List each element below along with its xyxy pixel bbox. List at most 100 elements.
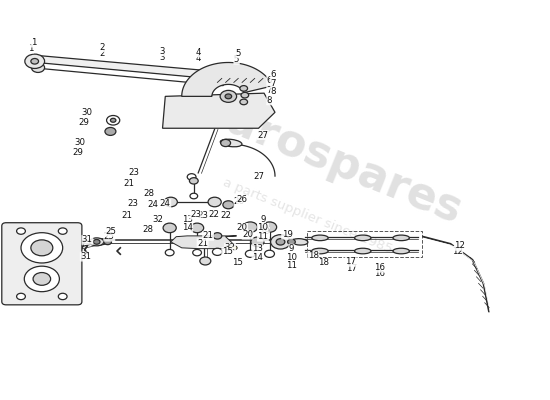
Text: 3: 3: [160, 53, 166, 62]
Text: 30: 30: [82, 108, 93, 117]
Text: 15: 15: [232, 258, 243, 268]
Text: 2: 2: [100, 49, 105, 58]
Circle shape: [24, 266, 59, 292]
Text: 22: 22: [220, 211, 231, 220]
Text: 23: 23: [129, 168, 140, 176]
Text: 19: 19: [282, 230, 293, 239]
Circle shape: [104, 239, 112, 245]
Ellipse shape: [393, 248, 409, 254]
Text: 27: 27: [257, 130, 268, 140]
Text: 32: 32: [224, 243, 235, 252]
Circle shape: [111, 118, 116, 122]
Circle shape: [58, 228, 67, 234]
Polygon shape: [182, 62, 273, 96]
Text: 18: 18: [318, 258, 329, 268]
Text: 1: 1: [31, 38, 36, 47]
Ellipse shape: [90, 238, 104, 246]
Ellipse shape: [393, 235, 409, 241]
Text: 13: 13: [252, 244, 263, 253]
Text: 5: 5: [235, 49, 240, 58]
Circle shape: [276, 239, 285, 245]
Text: a parts supplier since 1985: a parts supplier since 1985: [221, 176, 394, 256]
Text: 5: 5: [234, 55, 239, 64]
Text: 27: 27: [253, 172, 264, 180]
Circle shape: [105, 128, 116, 136]
Text: 9: 9: [260, 216, 266, 224]
Circle shape: [243, 222, 257, 232]
Ellipse shape: [225, 245, 237, 251]
Circle shape: [271, 235, 290, 249]
Text: 11: 11: [286, 261, 297, 270]
Text: 6: 6: [271, 70, 276, 79]
Circle shape: [33, 272, 51, 285]
Polygon shape: [170, 236, 236, 249]
Circle shape: [245, 250, 255, 258]
Text: 16: 16: [374, 269, 385, 278]
Text: 9: 9: [289, 244, 294, 253]
Circle shape: [251, 237, 264, 247]
Text: 21: 21: [197, 238, 208, 248]
Text: 12: 12: [452, 246, 463, 256]
Circle shape: [58, 293, 67, 300]
Circle shape: [213, 233, 222, 239]
Text: 21: 21: [202, 231, 213, 240]
Text: 14: 14: [182, 224, 192, 232]
Circle shape: [189, 178, 198, 184]
Text: 12: 12: [454, 241, 465, 250]
Text: 25: 25: [105, 227, 116, 236]
Circle shape: [225, 94, 232, 99]
Circle shape: [31, 63, 45, 72]
Circle shape: [192, 250, 201, 256]
Circle shape: [288, 239, 295, 245]
Text: 17: 17: [345, 257, 356, 266]
Circle shape: [31, 240, 53, 256]
Text: 24: 24: [148, 200, 159, 209]
Ellipse shape: [355, 235, 371, 241]
Text: 1: 1: [28, 44, 34, 53]
Circle shape: [241, 92, 249, 98]
Ellipse shape: [312, 248, 328, 254]
Text: 2: 2: [100, 43, 105, 52]
Text: 4: 4: [195, 54, 201, 63]
Text: 23: 23: [197, 211, 208, 220]
Text: 8: 8: [271, 87, 276, 96]
Circle shape: [240, 86, 248, 91]
Ellipse shape: [312, 235, 328, 241]
Text: eurospares: eurospares: [191, 88, 469, 233]
Text: 17: 17: [346, 264, 358, 273]
Text: 10: 10: [286, 253, 297, 262]
FancyBboxPatch shape: [2, 223, 82, 305]
Text: 28: 28: [142, 224, 153, 234]
Text: 14: 14: [252, 253, 263, 262]
Circle shape: [25, 54, 45, 68]
Circle shape: [31, 58, 38, 64]
Circle shape: [166, 250, 174, 256]
Circle shape: [265, 250, 274, 258]
Text: 28: 28: [144, 189, 155, 198]
Circle shape: [223, 201, 234, 209]
Text: 8: 8: [267, 96, 272, 105]
Text: 31: 31: [80, 252, 91, 261]
Text: 4: 4: [195, 48, 201, 57]
Circle shape: [262, 222, 277, 232]
Text: 22: 22: [208, 210, 219, 219]
Circle shape: [163, 223, 176, 233]
Text: 3: 3: [160, 47, 166, 56]
Bar: [307, 231, 422, 257]
Text: 32: 32: [152, 216, 163, 224]
Text: 24: 24: [160, 200, 171, 208]
Circle shape: [190, 223, 204, 233]
Circle shape: [16, 293, 25, 300]
Circle shape: [164, 197, 177, 207]
Text: 30: 30: [75, 138, 86, 147]
Text: 16: 16: [374, 263, 385, 272]
Text: 10: 10: [257, 224, 268, 232]
Text: 26: 26: [234, 198, 245, 206]
Ellipse shape: [355, 248, 371, 254]
Text: 25: 25: [104, 232, 115, 241]
Ellipse shape: [220, 139, 242, 147]
Polygon shape: [163, 93, 275, 128]
Text: 23: 23: [190, 210, 201, 219]
Circle shape: [200, 257, 211, 265]
Circle shape: [240, 99, 248, 105]
